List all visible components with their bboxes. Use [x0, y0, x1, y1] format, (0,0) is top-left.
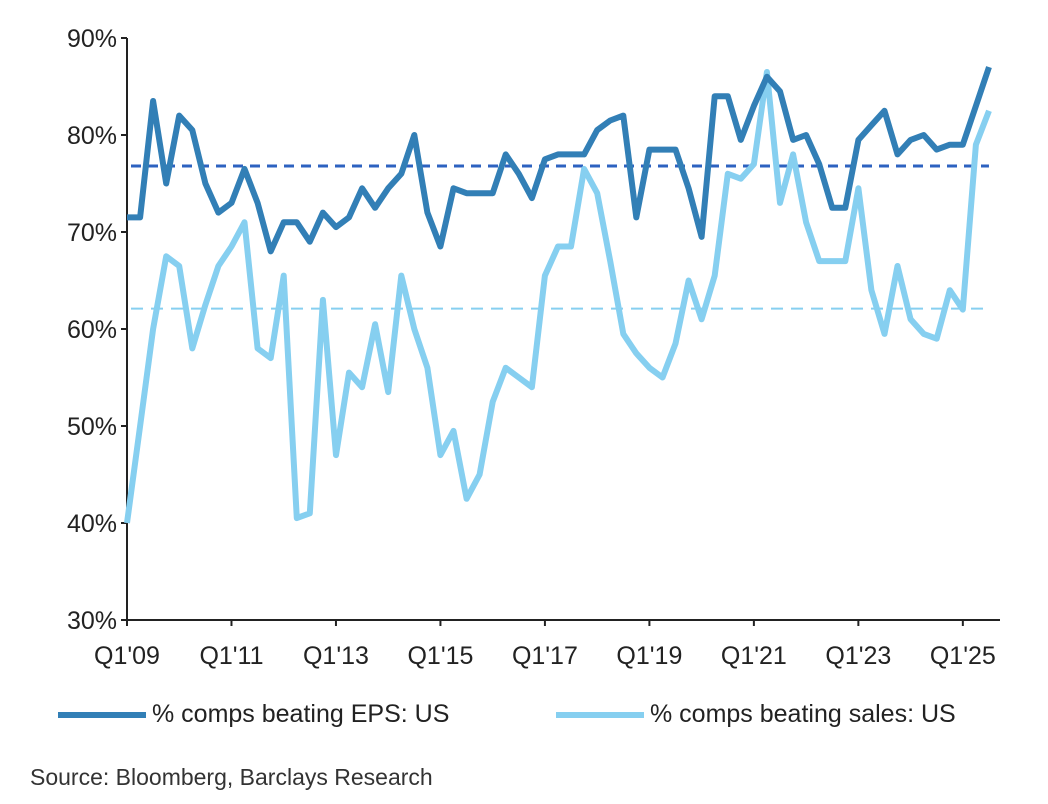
y-tick-label: 80%	[67, 122, 117, 150]
y-tick-label: 60%	[67, 316, 117, 344]
x-tick-label: Q1'11	[199, 642, 263, 670]
series-line-sales	[124, 69, 992, 524]
x-tick-label: Q1'21	[721, 642, 787, 670]
x-tick-label: Q1'09	[94, 642, 160, 670]
y-tick-label: 30%	[67, 607, 117, 635]
legend-swatch-sales	[556, 711, 644, 718]
legend-label-sales: % comps beating sales: US	[650, 700, 956, 728]
legend-swatch-eps	[58, 711, 146, 718]
x-tick-label: Q1'17	[512, 642, 578, 670]
y-tick-label: 90%	[67, 25, 117, 53]
line-chart: 30% 40% 50% 60% 70% 80% 90% Q1'09 Q1'11 Q1'13 Q1'1…	[67, 25, 1000, 670]
x-tick-label: Q1'15	[407, 642, 473, 670]
y-tick-label: 50%	[67, 413, 117, 441]
legend-item-sales: % comps beating sales: US	[556, 700, 956, 729]
x-tick-label: Q1'23	[825, 642, 891, 670]
x-tick-label: Q1'13	[303, 642, 369, 670]
y-tick-label: 70%	[67, 219, 117, 247]
legend-label-eps: % comps beating EPS: US	[152, 700, 450, 728]
legend-item-eps: % comps beating EPS: US	[58, 700, 449, 729]
x-tick-label: Q1'25	[930, 642, 996, 670]
x-tick-label: Q1'19	[616, 642, 682, 670]
source-note: Source: Bloomberg, Barclays Research	[30, 764, 433, 790]
series-line-eps	[127, 66, 992, 255]
y-tick-label: 40%	[67, 510, 117, 538]
